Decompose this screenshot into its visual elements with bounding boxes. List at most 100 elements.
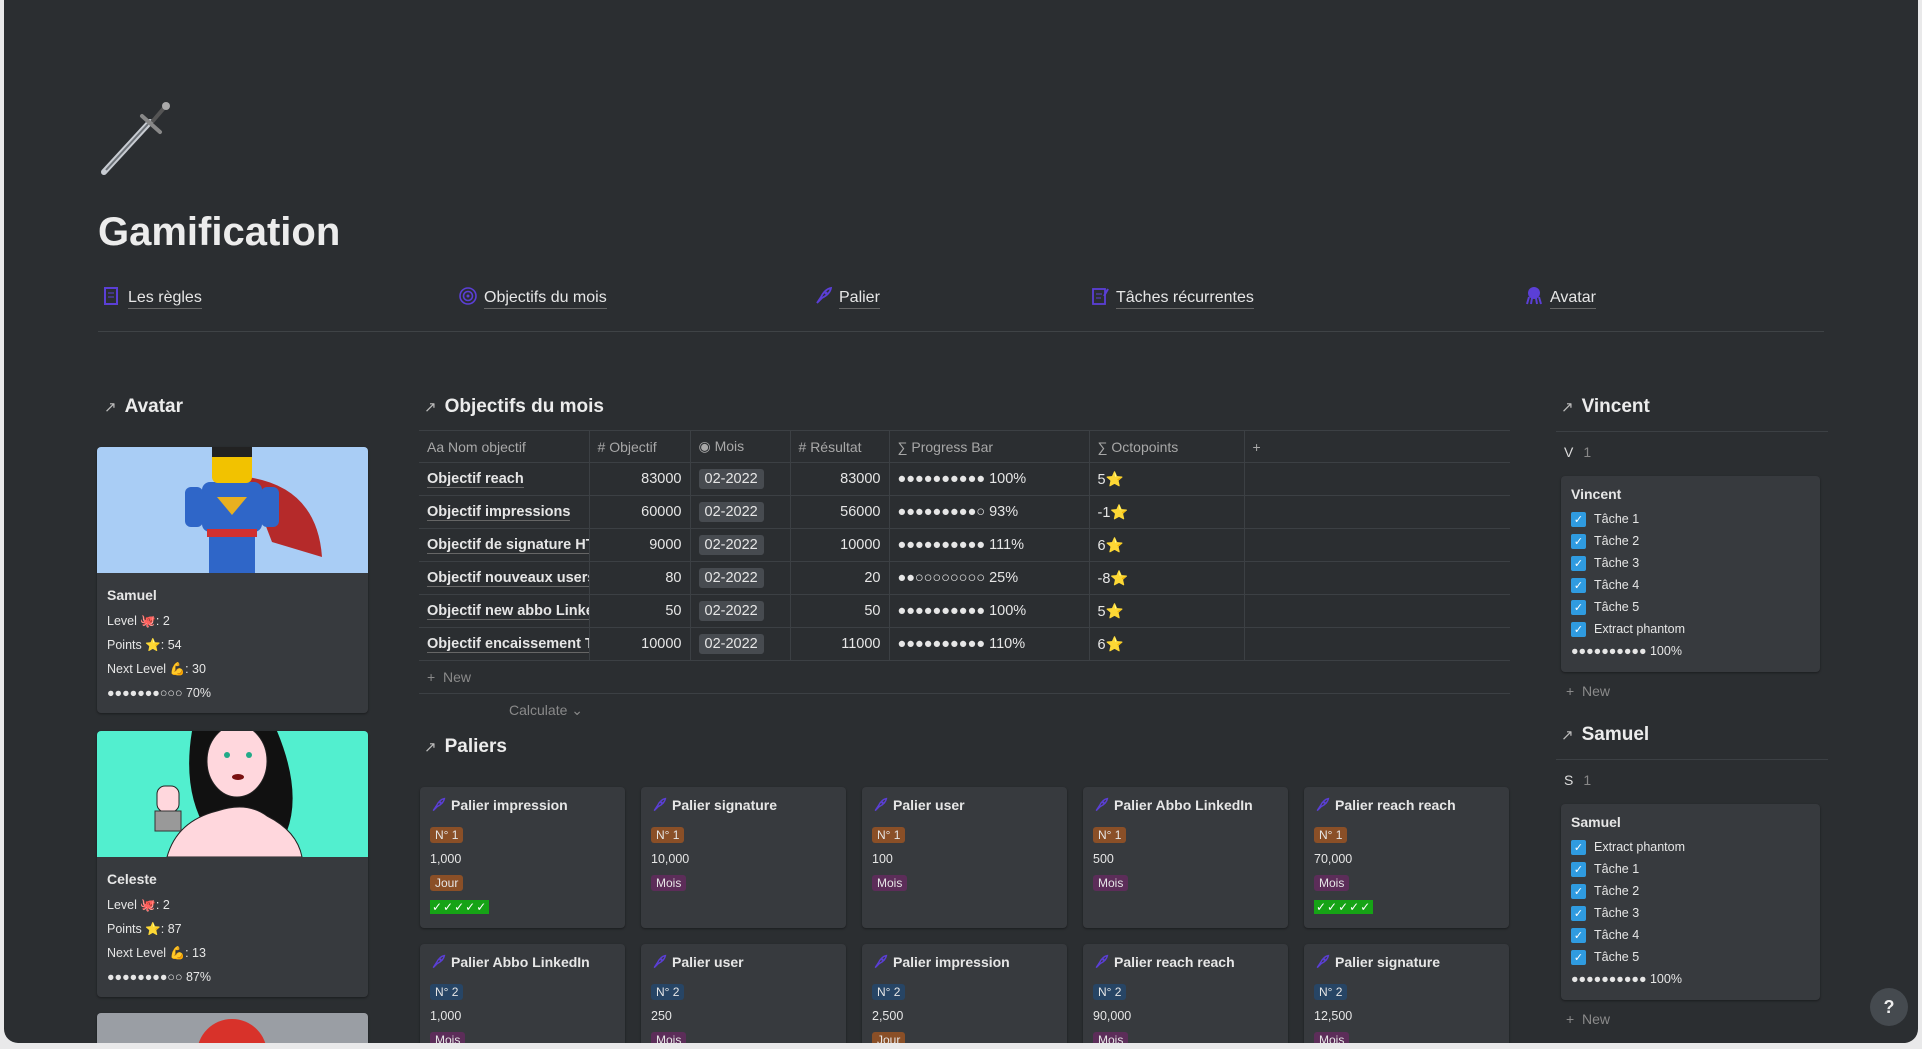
group-label: S (1564, 772, 1574, 788)
paliers-heading[interactable]: ↗ Paliers (424, 736, 507, 758)
help-button[interactable]: ? (1870, 988, 1908, 1026)
palier-title: Palier impression (893, 954, 1010, 970)
cell-mois[interactable]: 02-2022 (690, 528, 791, 562)
task-item[interactable]: ✓ Extract phantom (1571, 836, 1810, 858)
checkbox-checked[interactable]: ✓ (1571, 839, 1586, 855)
cell-mois[interactable]: 02-2022 (690, 495, 791, 529)
table-row[interactable]: Objectif impressions 60000 02-2022 56000… (419, 495, 1510, 529)
cell-name[interactable]: Objectif reach (419, 462, 590, 496)
cell-resultat[interactable]: 50 (790, 594, 890, 628)
avatar-card[interactable] (97, 1013, 368, 1043)
nav-link-0[interactable]: Les règles (102, 286, 202, 311)
checkbox-checked[interactable]: ✓ (1571, 621, 1586, 637)
palier-card[interactable]: Palier user N° 2 250 Mois (641, 944, 846, 1043)
palier-card[interactable]: Palier impression N° 2 2,500 Jour (862, 944, 1067, 1043)
palier-card[interactable]: Palier reach reach N° 2 90,000 Mois (1083, 944, 1288, 1043)
column-header[interactable]: ∑ Octopoints (1089, 430, 1245, 463)
cell-name[interactable]: Objectif nouveaux users (419, 561, 590, 595)
task-item[interactable]: ✓ Tâche 2 (1571, 530, 1810, 552)
column-header[interactable]: ◉ Mois (690, 430, 791, 463)
cell-objectif[interactable]: 60000 (589, 495, 691, 529)
cell-mois[interactable]: 02-2022 (690, 462, 791, 496)
task-item[interactable]: ✓ Tâche 5 (1571, 596, 1810, 618)
task-item[interactable]: ✓ Extract phantom (1571, 618, 1810, 640)
task-item[interactable]: ✓ Tâche 3 (1571, 902, 1810, 924)
cell-name[interactable]: Objectif new abbo LinkedIn (419, 594, 590, 628)
checkbox-checked[interactable]: ✓ (1571, 533, 1586, 549)
cell-objectif[interactable]: 9000 (589, 528, 691, 562)
table-row[interactable]: Objectif reach 83000 02-2022 83000 ●●●●●… (419, 462, 1510, 496)
checkbox-checked[interactable]: ✓ (1571, 555, 1586, 571)
cell-name[interactable]: Objectif de signature HT (419, 528, 590, 562)
table-row[interactable]: Objectif nouveaux users 80 02-2022 20 ●●… (419, 561, 1510, 595)
nav-link-label: Palier (839, 288, 880, 309)
checkbox-checked[interactable]: ✓ (1571, 577, 1586, 593)
cell-mois[interactable]: 02-2022 (690, 627, 791, 661)
palier-card[interactable]: Palier signature N° 2 12,500 Mois (1304, 944, 1509, 1043)
nav-link-4[interactable]: Avatar (1524, 286, 1596, 311)
cell-resultat[interactable]: 83000 (790, 462, 890, 496)
palier-card[interactable]: Palier Abbo LinkedIn N° 2 1,000 Mois (420, 944, 625, 1043)
table-row[interactable]: Objectif encaissement TTC 10000 02-2022 … (419, 627, 1510, 661)
new-card-button[interactable]: + New (1566, 1011, 1610, 1027)
cell-resultat[interactable]: 10000 (790, 528, 890, 562)
cell-resultat[interactable]: 20 (790, 561, 890, 595)
avatar-heading[interactable]: ↗ Avatar (104, 396, 183, 418)
task-label: Tâche 5 (1594, 600, 1640, 614)
task-card[interactable]: Vincent ✓ Tâche 1 ✓ Tâche 2 ✓ Tâche 3 ✓ Tâche 4 ✓… (1561, 476, 1820, 672)
palier-card[interactable]: Palier user N° 1 100 Mois (862, 787, 1067, 928)
cell-objectif[interactable]: 10000 (589, 627, 691, 661)
nav-link-2[interactable]: Palier (813, 286, 880, 311)
task-item[interactable]: ✓ Tâche 3 (1571, 552, 1810, 574)
checkbox-checked[interactable]: ✓ (1571, 599, 1586, 615)
add-column-button[interactable]: + (1244, 430, 1510, 463)
checkbox-checked[interactable]: ✓ (1571, 511, 1586, 527)
task-card[interactable]: Samuel ✓ Extract phantom ✓ Tâche 1 ✓ Tâche 2 ✓ T… (1561, 804, 1820, 1000)
palier-card[interactable]: Palier reach reach N° 1 70,000 Mois ✓✓✓✓… (1304, 787, 1509, 928)
new-card-button[interactable]: + New (1566, 683, 1610, 699)
person-heading[interactable]: ↗ Vincent (1561, 396, 1650, 418)
cell-mois[interactable]: 02-2022 (690, 594, 791, 628)
cell-objectif[interactable]: 80 (589, 561, 691, 595)
cell-name[interactable]: Objectif encaissement TTC (419, 627, 590, 661)
task-item[interactable]: ✓ Tâche 1 (1571, 858, 1810, 880)
avatar-name: Celeste (107, 871, 157, 887)
cell-resultat[interactable]: 56000 (790, 495, 890, 529)
column-header[interactable]: # Objectif (589, 430, 691, 463)
palier-card[interactable]: Palier Abbo LinkedIn N° 1 500 Mois (1083, 787, 1288, 928)
new-row-button[interactable]: + New (419, 661, 1510, 694)
cell-objectif[interactable]: 83000 (589, 462, 691, 496)
cell-objectif[interactable]: 50 (589, 594, 691, 628)
table-row[interactable]: Objectif new abbo LinkedIn 50 02-2022 50… (419, 594, 1510, 628)
task-item[interactable]: ✓ Tâche 4 (1571, 924, 1810, 946)
name-text: Objectif nouveaux users (427, 570, 588, 587)
checkbox-checked[interactable]: ✓ (1571, 927, 1586, 943)
checkbox-checked[interactable]: ✓ (1571, 861, 1586, 877)
column-header[interactable]: ∑ Progress Bar (889, 430, 1090, 463)
cell-resultat[interactable]: 11000 (790, 627, 890, 661)
person-heading[interactable]: ↗ Samuel (1561, 724, 1649, 746)
page-title: Gamification (98, 210, 341, 254)
cell-octopoints: 5⭐ (1089, 594, 1245, 628)
task-item[interactable]: ✓ Tâche 4 (1571, 574, 1810, 596)
checkbox-checked[interactable]: ✓ (1571, 883, 1586, 899)
column-header[interactable]: # Résultat (790, 430, 890, 463)
nav-link-1[interactable]: Objectifs du mois (458, 286, 607, 311)
checkbox-checked[interactable]: ✓ (1571, 949, 1586, 965)
palier-title: Palier signature (1335, 954, 1441, 970)
cell-mois[interactable]: 02-2022 (690, 561, 791, 595)
avatar-card[interactable]: Samuel Level 🐙: 2 Points ⭐: 54 Next Leve… (97, 447, 368, 713)
cell-name[interactable]: Objectif impressions (419, 495, 590, 529)
table-row[interactable]: Objectif de signature HT 9000 02-2022 10… (419, 528, 1510, 562)
task-item[interactable]: ✓ Tâche 5 (1571, 946, 1810, 968)
objectifs-heading[interactable]: ↗ Objectifs du mois (424, 396, 604, 418)
checkbox-checked[interactable]: ✓ (1571, 905, 1586, 921)
calculate-button[interactable]: Calculate ⌄ (509, 702, 583, 718)
task-item[interactable]: ✓ Tâche 1 (1571, 508, 1810, 530)
column-header[interactable]: Aa Nom objectif (419, 430, 590, 463)
palier-card[interactable]: Palier impression N° 1 1,000 Jour ✓✓✓✓✓ (420, 787, 625, 928)
palier-card[interactable]: Palier signature N° 1 10,000 Mois (641, 787, 846, 928)
task-item[interactable]: ✓ Tâche 2 (1571, 880, 1810, 902)
nav-link-3[interactable]: Tâches récurrentes (1090, 286, 1254, 311)
avatar-card[interactable]: Celeste Level 🐙: 2 Points ⭐: 87 Next Lev… (97, 731, 368, 997)
